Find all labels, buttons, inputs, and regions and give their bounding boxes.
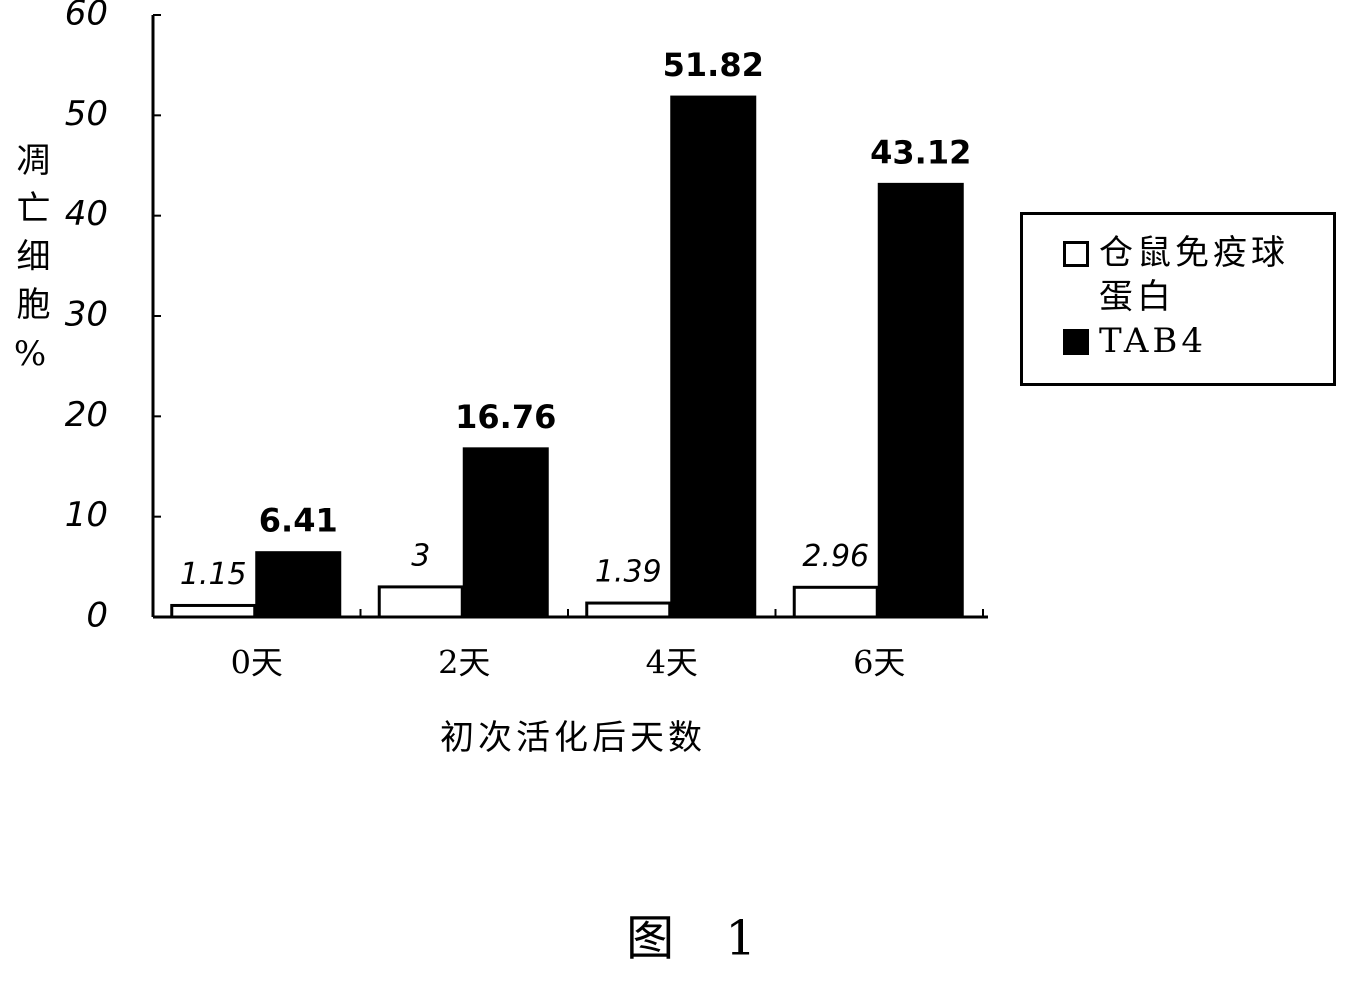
legend-swatch	[1063, 241, 1089, 267]
value-label: 3	[411, 538, 430, 573]
y-tick-label: 50	[65, 94, 108, 134]
bar	[172, 605, 255, 617]
x-tick-label: 4天	[646, 644, 698, 682]
legend-label: TAB4	[1099, 319, 1299, 363]
value-label: 43.12	[870, 133, 971, 171]
value-label: 16.76	[455, 398, 556, 436]
y-axis-label: 凋亡细胞%	[10, 142, 50, 388]
legend-label: 仓鼠免疫球蛋白	[1099, 231, 1299, 319]
page: {"chart_data": {"type": "bar", "y_label"…	[0, 0, 1355, 992]
bar	[672, 97, 755, 617]
x-axis-label: 初次活化后天数	[440, 718, 706, 758]
bar	[257, 553, 340, 617]
y-tick-label: 0	[86, 596, 108, 636]
value-label: 6.41	[259, 502, 338, 540]
x-tick-label: 2天	[438, 644, 490, 682]
legend-item: 仓鼠免疫球蛋白	[1063, 231, 1323, 319]
y-tick-label: 30	[65, 295, 108, 335]
value-label: 51.82	[663, 46, 764, 84]
figure-caption: 图 1	[626, 911, 774, 967]
x-tick-label: 0天	[231, 644, 283, 682]
legend: 仓鼠免疫球蛋白TAB4	[1020, 212, 1336, 386]
bar	[464, 449, 547, 617]
bar	[379, 587, 462, 617]
value-label: 1.39	[595, 555, 662, 590]
x-tick-label: 6天	[853, 644, 905, 682]
y-tick-label: 40	[65, 194, 108, 234]
value-label: 2.96	[802, 539, 869, 574]
legend-item: TAB4	[1063, 319, 1323, 363]
legend-swatch	[1063, 329, 1089, 355]
value-label: 1.15	[180, 557, 247, 592]
bar	[587, 603, 670, 617]
bar	[879, 184, 962, 617]
y-tick-label: 20	[65, 395, 108, 435]
chart: 凋亡细胞% 初次活化后天数 图 1 0 10 20 30 40 50 60 0天 1.15 6.4…	[0, 0, 1355, 992]
y-tick-label: 10	[65, 495, 108, 535]
bar	[794, 587, 877, 617]
y-tick-label: 60	[65, 0, 108, 34]
